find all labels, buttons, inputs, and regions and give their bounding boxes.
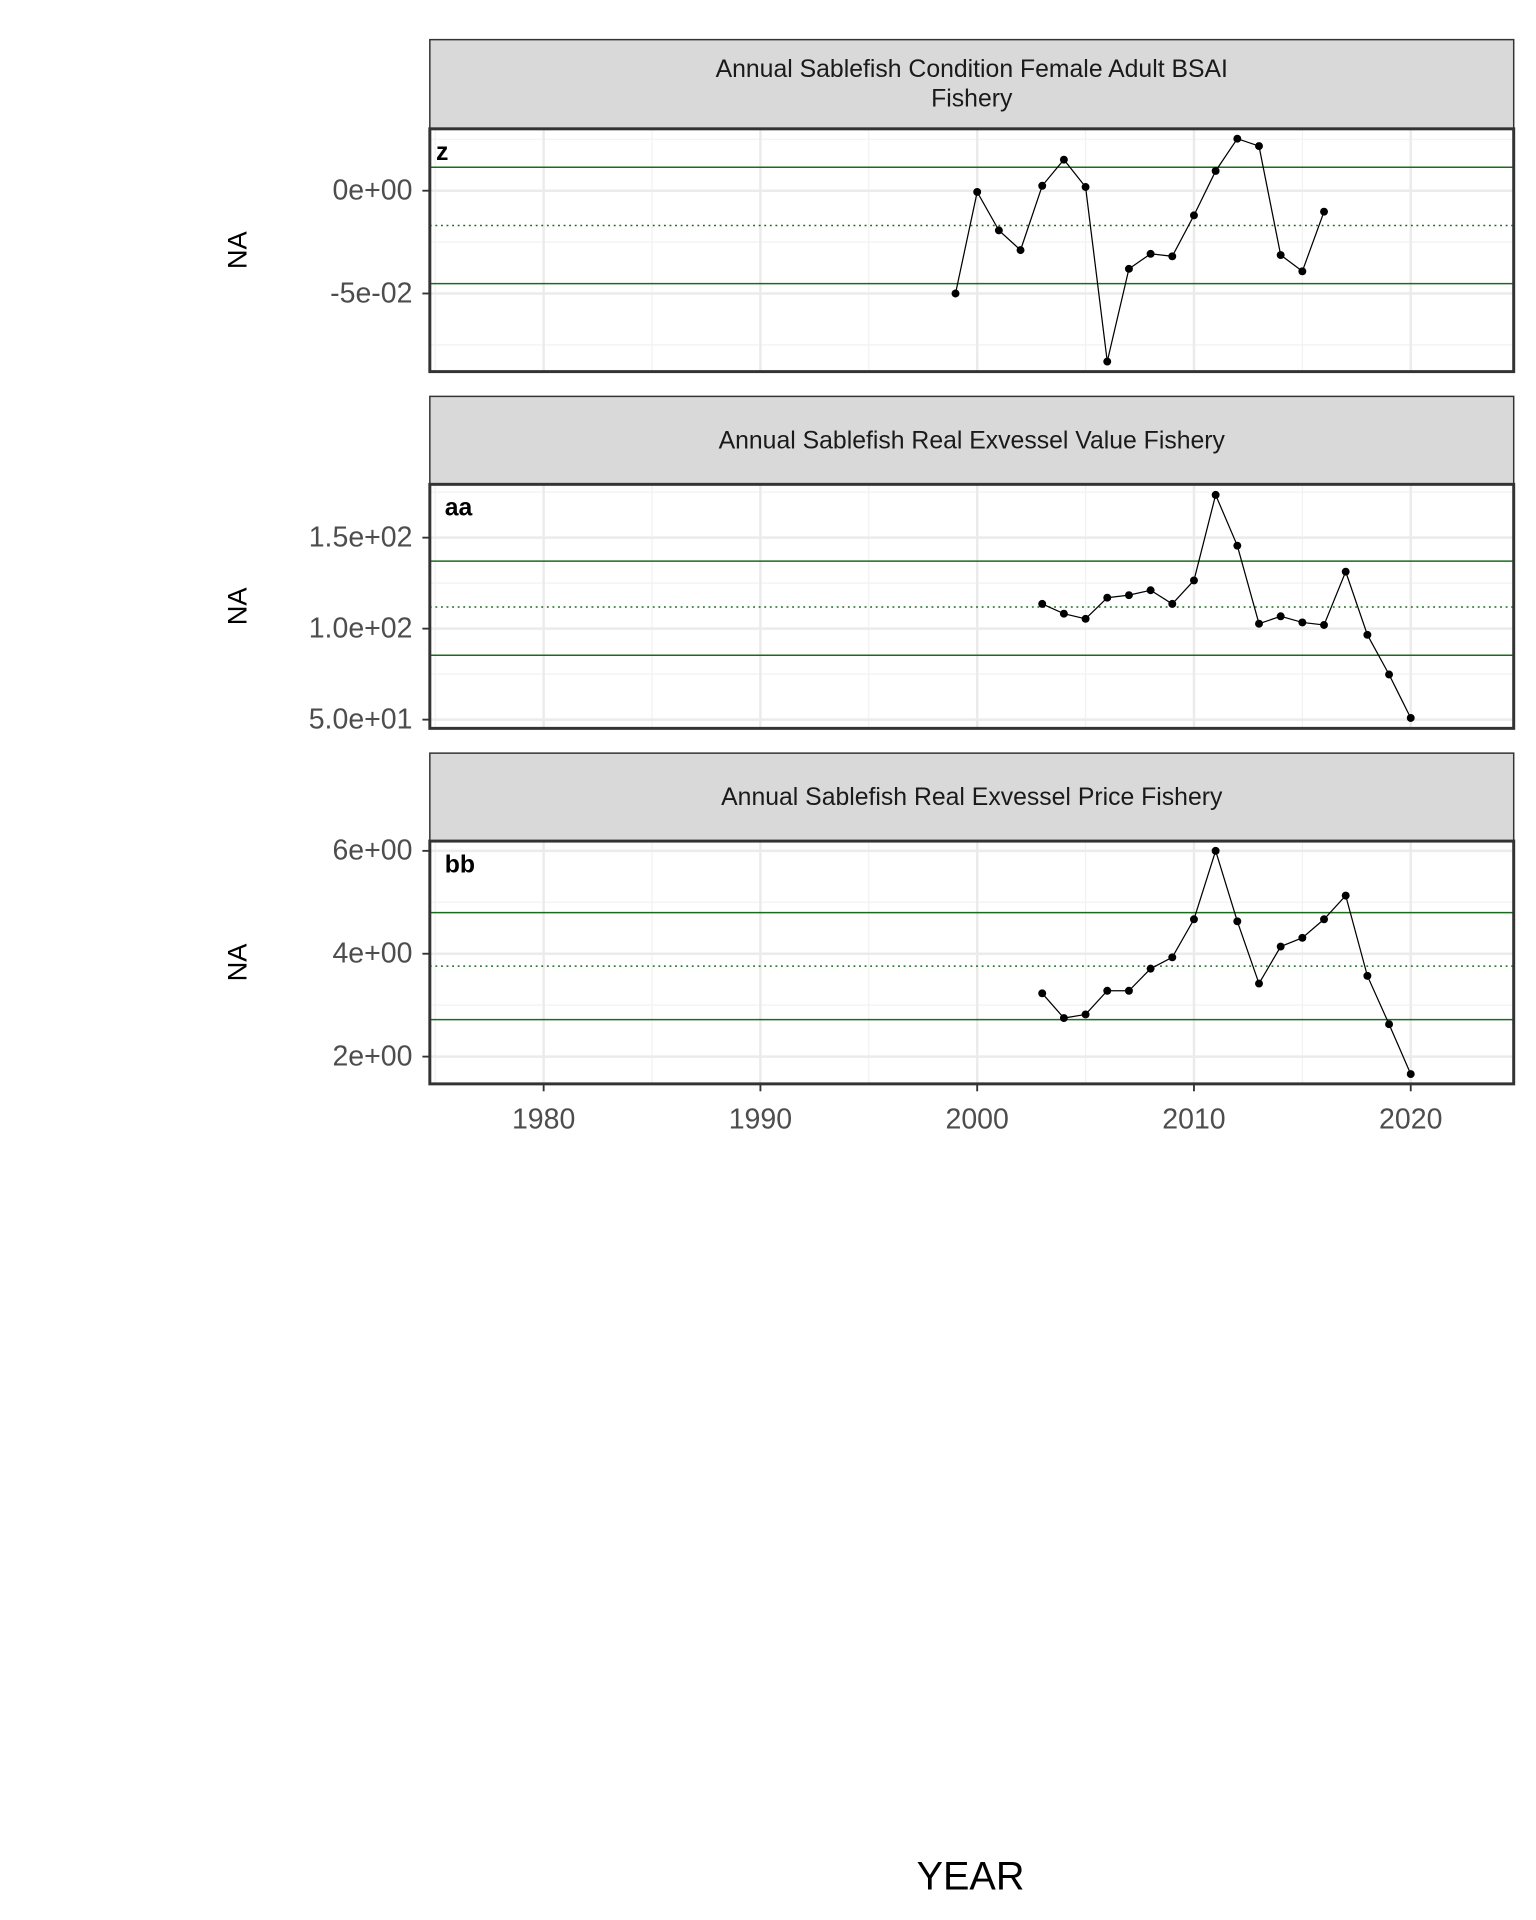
strip-box: Annual Sablefish Real Exvessel Price Fis…: [721, 783, 1223, 811]
strip-box: Annual Sablefish Real Exvessel Value Fis…: [718, 426, 1225, 454]
data-point: [1103, 986, 1112, 995]
data-point: [1081, 183, 1090, 191]
panel-tag: z: [436, 139, 448, 166]
data-point: [973, 187, 982, 196]
data-point: [1298, 618, 1307, 627]
data-point: [1038, 181, 1047, 190]
data-point: [1081, 1010, 1090, 1019]
data-point: [1385, 670, 1394, 679]
data-point: [994, 226, 1003, 235]
data-point: [1059, 155, 1068, 164]
data-point: [1124, 264, 1133, 273]
strip-box: Annual Sablefish Condition Female Adult …: [715, 55, 1228, 113]
x-tick-label: 2020: [1379, 1104, 1442, 1136]
y-axis-label: NA: [221, 943, 252, 982]
data-point: [1233, 917, 1242, 926]
panel-tag: bb: [445, 851, 475, 878]
data-point: [1233, 541, 1242, 550]
data-line: [1041, 848, 1412, 1075]
data-point: [1363, 971, 1372, 980]
data-point: [1038, 989, 1047, 998]
data-point: [1276, 251, 1285, 260]
data-point: [1059, 609, 1068, 618]
data-point: [1276, 612, 1285, 621]
y-tick-label: 6e+00: [332, 835, 412, 867]
data-point: [1211, 490, 1220, 499]
data-point: [1189, 211, 1198, 220]
data-point: [1298, 933, 1307, 942]
panel-border: [428, 839, 1516, 1086]
strip-background: [429, 38, 1515, 130]
y-axis-label: NA: [221, 587, 252, 626]
data-point: [1298, 267, 1307, 276]
data-point: [1124, 986, 1133, 995]
data-point: [1124, 591, 1133, 600]
data-point: [1255, 619, 1263, 628]
data-point: [1320, 207, 1328, 216]
y-tick-label: 1.5e+02: [309, 521, 413, 553]
data-line: [954, 137, 1325, 362]
data-point: [1103, 357, 1112, 366]
data-point: [1146, 249, 1155, 258]
y-tick-label: -5e-02: [330, 277, 412, 309]
x-tick-label: 2010: [1162, 1104, 1225, 1136]
y-tick-label: 2e+00: [332, 1040, 412, 1072]
data-point: [1146, 964, 1155, 973]
x-tick-label: 1990: [729, 1104, 792, 1136]
data-point: [1276, 942, 1285, 951]
data-point: [1341, 567, 1350, 576]
data-point: [1320, 915, 1328, 924]
data-point: [1233, 134, 1242, 143]
plot-background: [429, 841, 1514, 1084]
data-point: [1406, 1070, 1415, 1079]
data-point: [1038, 599, 1047, 608]
data-point: [1363, 630, 1372, 639]
data-point: [1168, 599, 1177, 608]
data-point: [1189, 915, 1198, 924]
data-point: [1255, 979, 1263, 988]
data-point: [1320, 621, 1328, 629]
data-line: [1041, 492, 1412, 719]
data-point: [1168, 953, 1177, 962]
data-point: [1406, 714, 1415, 722]
y-tick-label: 5.0e+01: [309, 703, 413, 735]
data-point: [1016, 246, 1025, 255]
panel-title: Annual Sablefish Real Exvessel Value Fis…: [718, 426, 1225, 454]
panel-tag: aa: [445, 495, 473, 522]
y-axis-label: NA: [221, 230, 252, 269]
data-point: [1168, 252, 1177, 261]
y-tick-label: 1.0e+02: [309, 612, 413, 644]
x-axis-label: YEAR: [917, 1855, 1025, 1899]
data-point: [1385, 1020, 1394, 1029]
data-point: [1059, 1014, 1068, 1022]
data-point: [1341, 891, 1350, 900]
panel-title: Annual Sablefish Condition Female Adult …: [715, 55, 1228, 113]
x-tick-label: 2000: [945, 1104, 1008, 1136]
panel-title: Annual Sablefish Real Exvessel Price Fis…: [721, 783, 1223, 811]
data-point: [1103, 593, 1112, 602]
panel-border: [428, 482, 1516, 730]
x-tick-label: 1980: [512, 1104, 575, 1136]
data-point: [1211, 846, 1220, 855]
y-tick-label: 4e+00: [332, 938, 412, 970]
plot-background: [429, 128, 1514, 372]
data-point: [1146, 586, 1155, 595]
data-point: [1081, 614, 1090, 623]
strip-background: [429, 752, 1515, 842]
panel-border: [428, 127, 1516, 374]
data-point: [1189, 576, 1198, 585]
data-point: [1211, 167, 1220, 175]
data-point: [951, 289, 960, 298]
y-tick-label: 0e+00: [332, 174, 412, 206]
data-point: [1255, 142, 1263, 151]
